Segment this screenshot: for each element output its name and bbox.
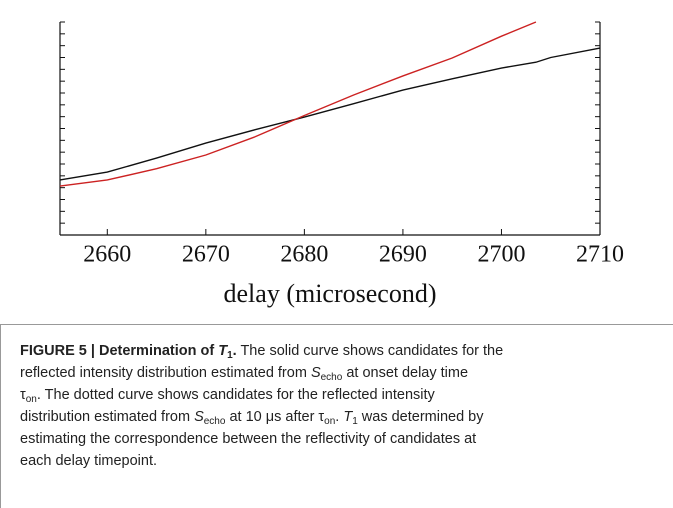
text: at onset delay time <box>342 365 469 381</box>
x-tick-label: 2660 <box>83 242 131 268</box>
x-axis-label: delay (microsecond) <box>224 279 437 308</box>
symbol: τ <box>20 387 26 403</box>
x-tick-label: 2710 <box>576 242 624 268</box>
subscript: echo <box>320 372 343 383</box>
caption-line: τon. The dotted curve shows candidates f… <box>20 384 660 406</box>
x-tick-label: 2670 <box>182 242 230 268</box>
caption-line: each delay timepoint. <box>20 450 660 472</box>
text: each delay timepoint. <box>20 453 158 469</box>
caption-line: estimating the correspondence between th… <box>20 428 660 450</box>
text: reflected intensity distribution estimat… <box>20 365 311 381</box>
x-tick-label: 2690 <box>379 242 427 268</box>
text: . <box>335 409 344 425</box>
subscript: echo <box>203 416 226 427</box>
separator <box>0 324 673 325</box>
caption-line: distribution estimated from Secho at 10 … <box>20 406 660 428</box>
x-tick-label: 2700 <box>477 242 525 268</box>
text: was determined by <box>357 409 484 425</box>
symbol: T <box>218 343 228 359</box>
subscript: 1 <box>352 416 358 427</box>
series-line <box>59 21 537 187</box>
symbol: T <box>343 409 353 425</box>
series-line <box>59 47 601 181</box>
subscript: 1 <box>227 350 233 361</box>
symbol: S <box>310 365 321 381</box>
text: at 10 μs after τ <box>225 409 325 425</box>
subscript: on <box>25 394 37 405</box>
caption: FIGURE 5 | Determination of T1. The soli… <box>20 340 660 472</box>
fig-label: FIGURE 5 | Determination of <box>20 343 219 359</box>
text: estimating the correspondence between th… <box>20 431 477 447</box>
symbol: S <box>194 409 204 425</box>
x-tick-label: 2680 <box>280 242 328 268</box>
caption-line: FIGURE 5 | Determination of T1. The soli… <box>20 340 660 362</box>
text: . <box>232 343 237 359</box>
chart: delay (microsecond) 2660 2670 2680 2690 2700… <box>59 21 624 308</box>
text: . The dotted curve shows candidates for … <box>36 387 435 403</box>
text: The solid curve shows candidates for the <box>236 343 504 359</box>
subscript: on <box>324 416 336 427</box>
text: distribution estimated from <box>20 409 195 425</box>
caption-line: reflected intensity distribution estimat… <box>20 362 660 384</box>
caption-border <box>0 325 1 508</box>
